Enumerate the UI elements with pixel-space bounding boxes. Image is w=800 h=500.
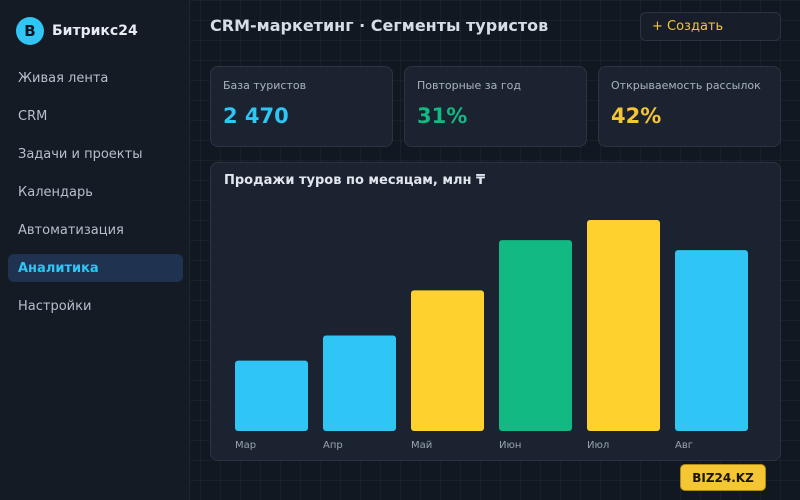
bar-Июн xyxy=(499,240,572,431)
x-tick-label: Мар xyxy=(235,440,256,451)
x-tick-label: Авг xyxy=(675,440,693,451)
sidebar-item-settings[interactable]: Настройки xyxy=(18,298,92,314)
create-button[interactable]: + Создать xyxy=(640,12,781,41)
kpi-value: 2 470 xyxy=(223,104,289,128)
bar-Июл xyxy=(587,220,660,431)
bar-Май xyxy=(411,290,484,431)
kpi-card-open-rate: Открываемость рассылок 42% xyxy=(598,66,781,147)
page-title: CRM-маркетинг · Сегменты туристов xyxy=(210,16,549,35)
x-tick-label: Июл xyxy=(587,440,609,451)
x-tick-label: Май xyxy=(411,440,432,451)
x-tick-label: Апр xyxy=(323,440,343,451)
kpi-card-tourist-base: База туристов 2 470 xyxy=(210,66,393,147)
x-tick-label: Июн xyxy=(499,440,521,451)
bar-Мар xyxy=(235,360,308,431)
sidebar-item-calendar[interactable]: Календарь xyxy=(18,184,93,200)
kpi-value: 42% xyxy=(611,104,662,128)
app-logo[interactable]: B Битрикс24 xyxy=(16,16,138,46)
app-name: Битрикс24 xyxy=(52,23,138,39)
bar-Апр xyxy=(323,335,396,431)
bar-Авг xyxy=(675,250,748,431)
bar-chart: Мар Апр Май Июн Июл Авг xyxy=(235,220,748,451)
sales-chart-card: Мар Апр Май Июн Июл Авг Продажи туров по меся… xyxy=(210,162,781,461)
kpi-label: Повторные за год xyxy=(417,79,521,92)
kpi-value: 31% xyxy=(417,104,468,128)
chart-title: Продажи туров по месяцам, млн ₸ xyxy=(224,173,486,188)
sidebar-item-feed[interactable]: Живая лента xyxy=(18,70,109,86)
logo-icon: B xyxy=(16,17,44,45)
brand-badge[interactable]: BIZ24.KZ xyxy=(680,464,766,491)
kpi-card-repeat-year: Повторные за год 31% xyxy=(404,66,587,147)
sidebar-nav: Живая лента CRM Задачи и проекты Календа… xyxy=(8,64,183,330)
kpi-label: База туристов xyxy=(223,79,307,92)
sidebar-item-automation[interactable]: Автоматизация xyxy=(18,222,124,238)
sidebar-item-analytics[interactable]: Аналитика xyxy=(8,254,183,282)
kpi-label: Открываемость рассылок xyxy=(611,79,761,92)
sidebar-item-tasks[interactable]: Задачи и проекты xyxy=(18,146,143,162)
sidebar: B Битрикс24 Живая лента CRM Задачи и про… xyxy=(0,0,190,500)
sidebar-item-crm[interactable]: CRM xyxy=(18,108,48,124)
